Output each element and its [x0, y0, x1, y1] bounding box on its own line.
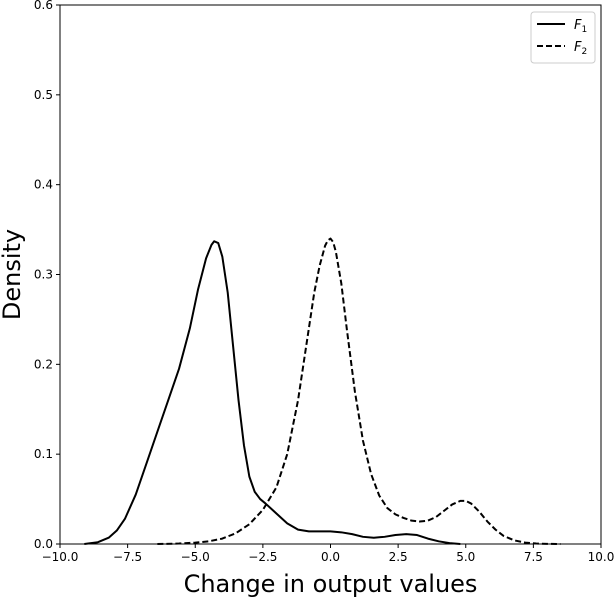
x-tick-label: 10.0	[588, 550, 615, 564]
x-tick-label: −10.0	[42, 550, 79, 564]
x-tick-label: 5.0	[456, 550, 475, 564]
plot-frame	[59, 4, 602, 545]
y-tick-label: 0.6	[34, 0, 53, 12]
x-tick-label: −2.5	[248, 550, 277, 564]
tick-layer: −10.0 −7.5 −5.0 −2.5 0.0 2.5 5.0 7.5 10.0 0.0 0.1 0…	[34, 0, 614, 564]
x-tick-label: 0.0	[321, 550, 340, 564]
x-axis-label: Change in output values	[184, 570, 478, 597]
series-layer	[84, 237, 561, 545]
legend-label-f2: F2	[574, 40, 587, 57]
y-tick-label: 0.5	[34, 88, 53, 102]
legend-label-subscript: 1	[581, 25, 587, 35]
series-line-f2	[157, 237, 561, 545]
x-tick-label: 7.5	[524, 550, 543, 564]
y-tick-label: 0.4	[34, 178, 53, 192]
y-tick-label: 0.2	[34, 357, 53, 371]
legend-label-f1: F1	[574, 18, 587, 35]
legend-label-base: F	[574, 40, 582, 55]
y-tick-label: 0.1	[34, 447, 53, 461]
x-tick-label: 2.5	[389, 550, 408, 564]
y-tick-label: 0.0	[34, 537, 53, 551]
series-line-f1	[84, 240, 461, 545]
x-tick-label: −7.5	[113, 550, 142, 564]
y-axis-label: Density	[0, 229, 26, 320]
legend-label-base: F	[574, 18, 582, 33]
x-tick-label: −5.0	[181, 550, 210, 564]
legend-label-subscript: 2	[581, 47, 587, 57]
y-tick-label: 0.3	[34, 268, 53, 282]
